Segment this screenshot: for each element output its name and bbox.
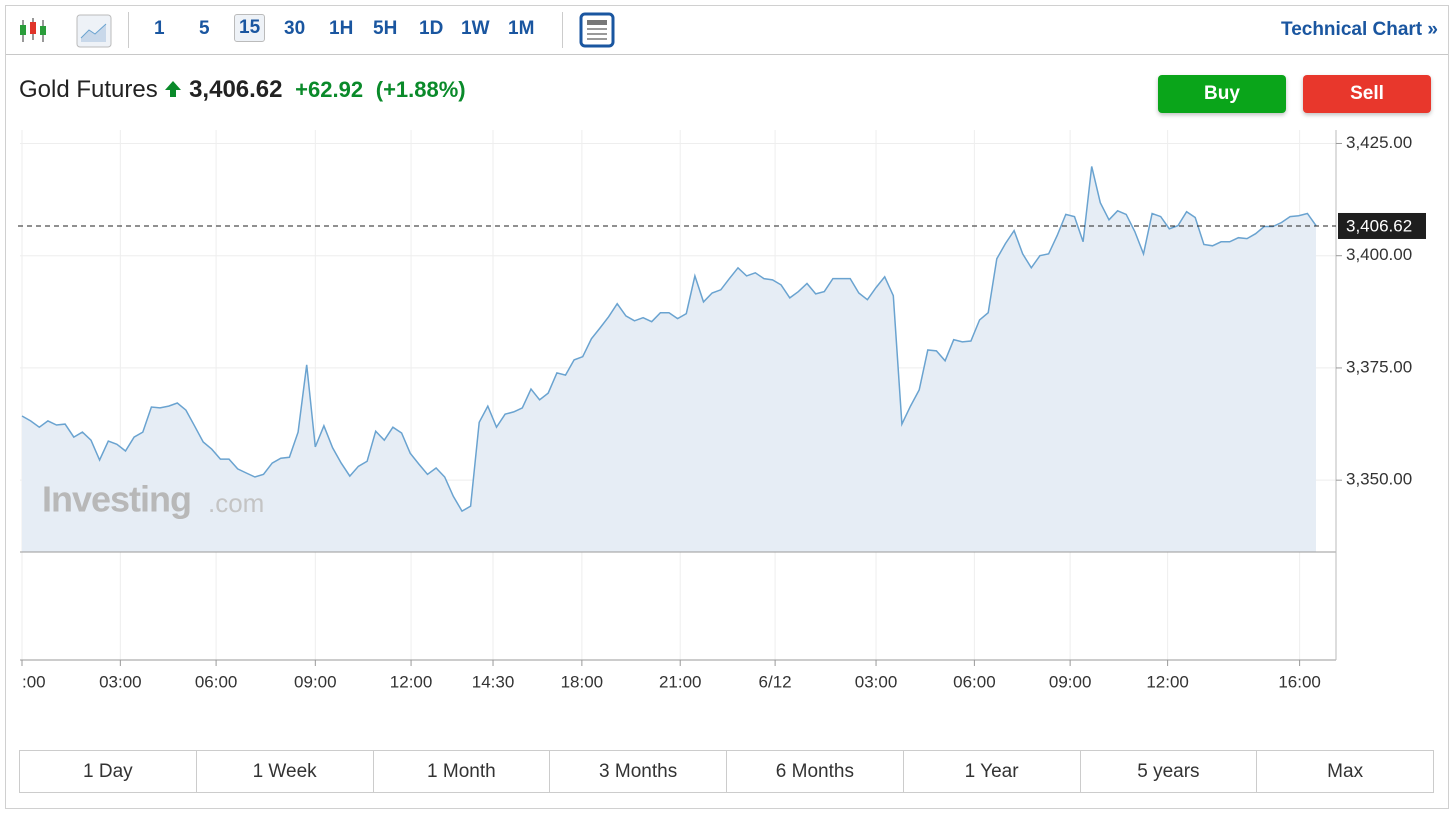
change: +62.92	[295, 77, 364, 102]
buy-button[interactable]: Buy	[1158, 75, 1286, 113]
x-tick-label: 09:00	[1049, 672, 1092, 691]
range-tabs: 1 Day 1 Week 1 Month 3 Months 6 Months 1 Year…	[19, 750, 1434, 793]
interval-button[interactable]: 1H	[329, 18, 354, 39]
x-tick-label: 12:00	[390, 672, 433, 691]
x-tick-label: 09:00	[294, 672, 337, 691]
x-tick-label: 03:00	[855, 672, 898, 691]
range-tab[interactable]: 5 years	[1079, 751, 1257, 792]
line-icon[interactable]	[76, 14, 112, 48]
watermark-brand: Investing	[42, 479, 191, 520]
candle-icon[interactable]	[18, 16, 48, 46]
range-tab[interactable]: 3 Months	[549, 751, 726, 792]
widget: 1 5 15 30 1H 5H 1D 1W 1M Technical Chart » Gold …	[5, 5, 1449, 809]
x-tick-label: :00	[22, 672, 46, 691]
last-price-box	[1338, 212, 1426, 239]
watermark-suffix: .com	[208, 488, 264, 518]
x-tick-label: 03:00	[99, 672, 142, 691]
quote-header: Gold Futures 3,406.62 +62.92 (+1.88%)	[19, 76, 466, 104]
divider	[128, 12, 129, 48]
x-tick-label: 16:00	[1278, 672, 1321, 691]
sell-button[interactable]: Sell	[1303, 75, 1431, 113]
last-price: 3,406.62	[189, 76, 283, 103]
y-tick-label: 3,400.00	[1346, 245, 1412, 264]
last-price-label: 3,406.62	[1346, 216, 1412, 235]
range-tab[interactable]: 6 Months	[726, 751, 903, 792]
divider	[562, 12, 563, 48]
interval-button[interactable]: 5	[199, 18, 210, 39]
y-tick-label: 3,425.00	[1346, 133, 1412, 152]
interval-button[interactable]: 1M	[508, 18, 535, 39]
x-tick-label: 21:00	[659, 672, 702, 691]
interval-button[interactable]: 15	[234, 14, 266, 42]
change-percent: (+1.88%)	[375, 77, 466, 102]
range-tab[interactable]: Max	[1256, 751, 1433, 792]
range-tab[interactable]: 1 Day	[83, 760, 133, 782]
technical-chart-link[interactable]: Technical Chart »	[1281, 19, 1438, 41]
interval-button[interactable]: 1W	[461, 18, 490, 39]
x-tick-label: 06:00	[195, 672, 238, 691]
instrument-name: Gold Futures	[19, 76, 158, 103]
range-tab[interactable]: 1 Week	[195, 751, 373, 792]
toolbar: 1 5 15 30 1H 5H 1D 1W 1M Technical Chart »	[6, 6, 1448, 55]
y-tick-label: 3,350.00	[1346, 470, 1412, 489]
up-arrow	[165, 81, 182, 97]
range-tab[interactable]: 1 Year	[902, 751, 1080, 792]
link-text[interactable]: Technical Chart	[1281, 19, 1423, 40]
interval-button[interactable]: 30	[284, 18, 306, 39]
link-arrow[interactable]: »	[1427, 19, 1438, 40]
chart: Investing .com 3,350.00 3,375.00 3,400.00 3…	[18, 130, 1426, 691]
range-tab[interactable]: 1 Month	[372, 751, 550, 792]
x-tick-label: 06:00	[953, 672, 996, 691]
interval-button[interactable]: 1D	[419, 18, 444, 39]
interval-button[interactable]: 5H	[373, 18, 398, 39]
x-tick-label: 18:00	[561, 672, 604, 691]
area-fill	[22, 166, 1316, 552]
price-line	[21, 166, 1317, 513]
x-tick-label: 14:30	[472, 672, 515, 691]
x-tick-label: 12:00	[1146, 672, 1189, 691]
y-tick-label: 3,375.00	[1346, 357, 1412, 376]
layout-icon[interactable]	[579, 12, 615, 48]
interval-button[interactable]: 1	[154, 18, 165, 39]
x-tick-label: 6/12	[759, 672, 792, 691]
